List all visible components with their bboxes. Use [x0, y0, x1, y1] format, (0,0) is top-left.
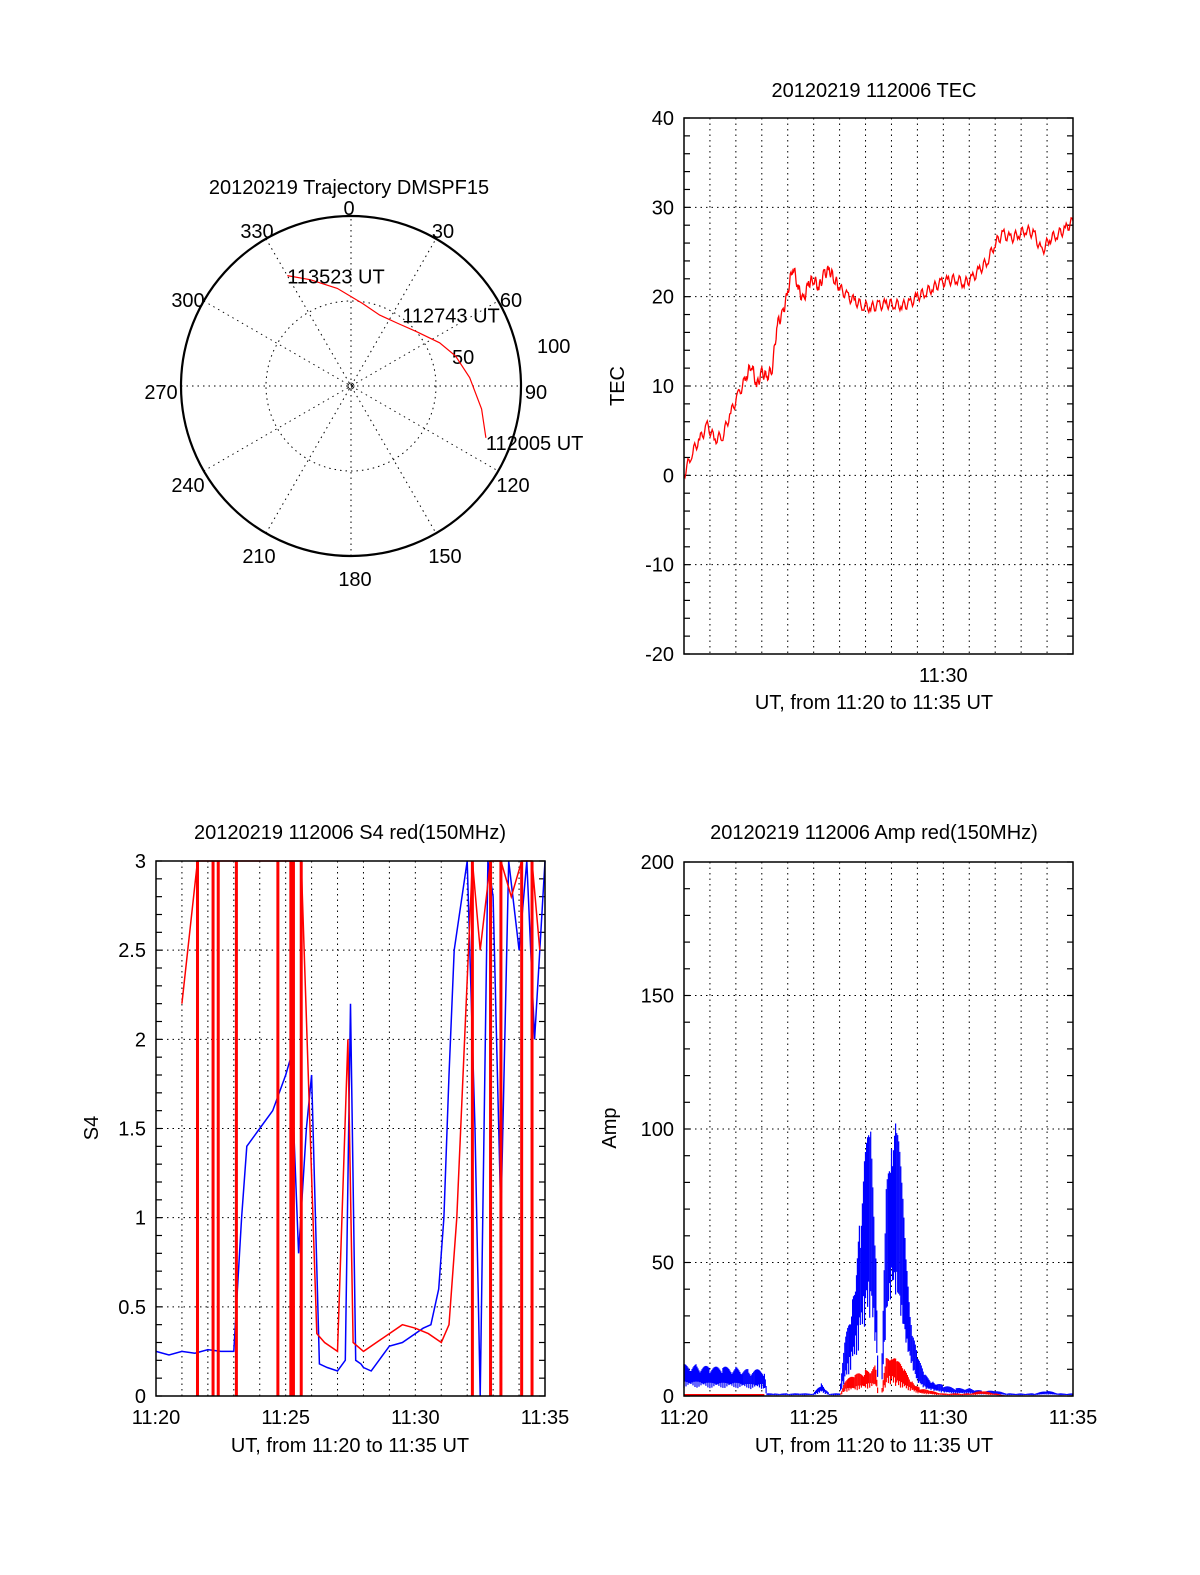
tec-y-tick-label: 30	[652, 197, 674, 219]
amp-x-tick-label: 11:35	[1049, 1407, 1098, 1429]
s4-x-tick-label: 11:30	[391, 1407, 440, 1429]
s4-x-tick-labels: 11:20 11:25 11:30 11:35	[132, 1407, 570, 1429]
tec-y-tick-label: -20	[645, 644, 674, 666]
amp-y-tick-label: 200	[641, 852, 674, 874]
polar-azimuth-label: 330	[240, 221, 273, 243]
polar-annotations: 112005 UT 112743 UT 113523 UT	[287, 267, 583, 455]
tec-y-tick-label: 10	[652, 376, 674, 398]
amp-chart: 20120219 112006 Amp red(150MHz) 0 50 100 15…	[599, 822, 1097, 1457]
amp-x-axis-label: UT, from 11:20 to 11:35 UT	[755, 1435, 993, 1457]
amp-y-tick-labels: 0 50 100 150 200	[641, 852, 674, 1408]
amp-x-tick-label: 11:30	[919, 1407, 968, 1429]
polar-title: 20120219 Trajectory DMSPF15	[209, 177, 489, 199]
tec-x-axis-label: UT, from 11:20 to 11:35 UT	[755, 692, 993, 714]
tec-y-tick-label: 40	[652, 108, 674, 130]
s4-chart: 20120219 112006 S4 red(150MHz) 0 0.5 1 1.5 2…	[81, 822, 569, 1457]
amp-y-tick-label: 150	[641, 986, 674, 1008]
polar-azimuth-label: 180	[338, 569, 371, 591]
tec-y-tick-labels: -20 -10 0 10 20 30 40	[645, 108, 674, 666]
s4-y-tick-label: 3	[135, 851, 146, 873]
polar-trajectory-chart: 20120219 Trajectory DMSPF15 0 30 60 90 120 15…	[144, 177, 583, 591]
tec-y-tick-label: 20	[652, 287, 674, 309]
amp-series	[683, 1123, 1073, 1396]
s4-x-axis-label: UT, from 11:20 to 11:35 UT	[231, 1435, 469, 1457]
s4-x-tick-label: 11:25	[261, 1407, 310, 1429]
polar-grid	[179, 214, 523, 558]
tec-y-tick-label: 0	[663, 465, 674, 487]
polar-radial-label-50: 50	[452, 347, 474, 369]
tec-title: 20120219 112006 TEC	[772, 80, 977, 102]
tec-series-line	[683, 217, 1074, 480]
amp-plot-frame	[683, 861, 1074, 1397]
amp-grid	[684, 861, 1073, 1397]
s4-x-tick-label: 11:35	[521, 1407, 570, 1429]
polar-azimuth-label: 150	[428, 546, 461, 568]
amp-y-tick-label: 100	[641, 1119, 674, 1141]
s4-y-tick-label: 1.5	[118, 1119, 146, 1141]
tec-grid	[684, 117, 1073, 655]
polar-azimuth-label: 210	[242, 546, 275, 568]
tec-plot-frame	[683, 117, 1074, 655]
s4-series	[155, 860, 546, 1397]
s4-y-tick-label: 0.5	[118, 1297, 146, 1319]
s4-y-tick-label: 1	[135, 1208, 146, 1230]
amp-title: 20120219 112006 Amp red(150MHz)	[710, 822, 1038, 844]
tec-y-axis-label: TEC	[607, 366, 629, 406]
s4-y-axis-label: S4	[81, 1116, 103, 1140]
amp-x-tick-label: 11:20	[660, 1407, 709, 1429]
s4-series-blue	[155, 860, 546, 1397]
s4-y-tick-labels: 0 0.5 1 1.5 2 2.5 3	[118, 851, 146, 1408]
tec-x-tick-labels: 11:30	[919, 665, 968, 687]
polar-time-annotation: 113523 UT	[287, 267, 384, 289]
s4-y-tick-label: 0	[135, 1386, 146, 1408]
amp-y-axis-label: Amp	[599, 1107, 621, 1148]
polar-azimuth-label: 120	[496, 475, 529, 497]
s4-y-tick-label: 2	[135, 1029, 146, 1051]
s4-grid	[156, 860, 545, 1397]
polar-azimuth-label: 270	[144, 382, 177, 404]
polar-time-annotation: 112743 UT	[402, 306, 499, 328]
s4-plot-frame	[155, 860, 546, 1397]
amp-y-tick-label: 50	[652, 1253, 674, 1275]
polar-trajectory-line	[287, 275, 487, 438]
amp-x-tick-label: 11:25	[789, 1407, 838, 1429]
polar-azimuth-label: 0	[343, 198, 354, 220]
polar-center-mark	[347, 382, 355, 390]
polar-azimuth-labels: 0 30 60 90 120 150 180 210 240 270 300 330	[144, 198, 547, 591]
polar-radial-label-100: 100	[537, 336, 570, 358]
polar-time-annotation: 112005 UT	[486, 433, 583, 455]
s4-title: 20120219 112006 S4 red(150MHz)	[194, 822, 506, 844]
amp-y-tick-label: 0	[663, 1386, 674, 1408]
polar-azimuth-label: 90	[525, 382, 547, 404]
polar-azimuth-label: 60	[500, 290, 522, 312]
tec-y-tick-label: -10	[645, 555, 674, 577]
tec-chart: 20120219 112006 TEC -20 -10 0 10 20 30 40 11:3…	[607, 80, 1074, 714]
tec-x-tick-label: 11:30	[919, 665, 968, 687]
polar-inner-circle	[265, 300, 437, 472]
s4-x-tick-label: 11:20	[132, 1407, 181, 1429]
polar-azimuth-label: 30	[432, 221, 454, 243]
s4-y-tick-label: 2.5	[118, 940, 146, 962]
amp-x-tick-labels: 11:20 11:25 11:30 11:35	[660, 1407, 1098, 1429]
polar-azimuth-label: 240	[171, 475, 204, 497]
polar-azimuth-label: 300	[171, 290, 204, 312]
